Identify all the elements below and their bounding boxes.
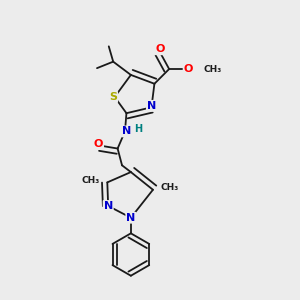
Text: H: H — [134, 124, 142, 134]
Text: N: N — [126, 213, 136, 223]
Text: O: O — [184, 64, 193, 74]
Text: N: N — [147, 101, 156, 111]
Text: O: O — [156, 44, 165, 54]
Text: N: N — [103, 201, 113, 211]
Text: CH₃: CH₃ — [203, 64, 221, 74]
Text: CH₃: CH₃ — [82, 176, 100, 184]
Text: S: S — [109, 92, 117, 102]
Text: CH₃: CH₃ — [160, 183, 178, 192]
Text: O: O — [94, 139, 103, 149]
Text: N: N — [122, 126, 131, 136]
